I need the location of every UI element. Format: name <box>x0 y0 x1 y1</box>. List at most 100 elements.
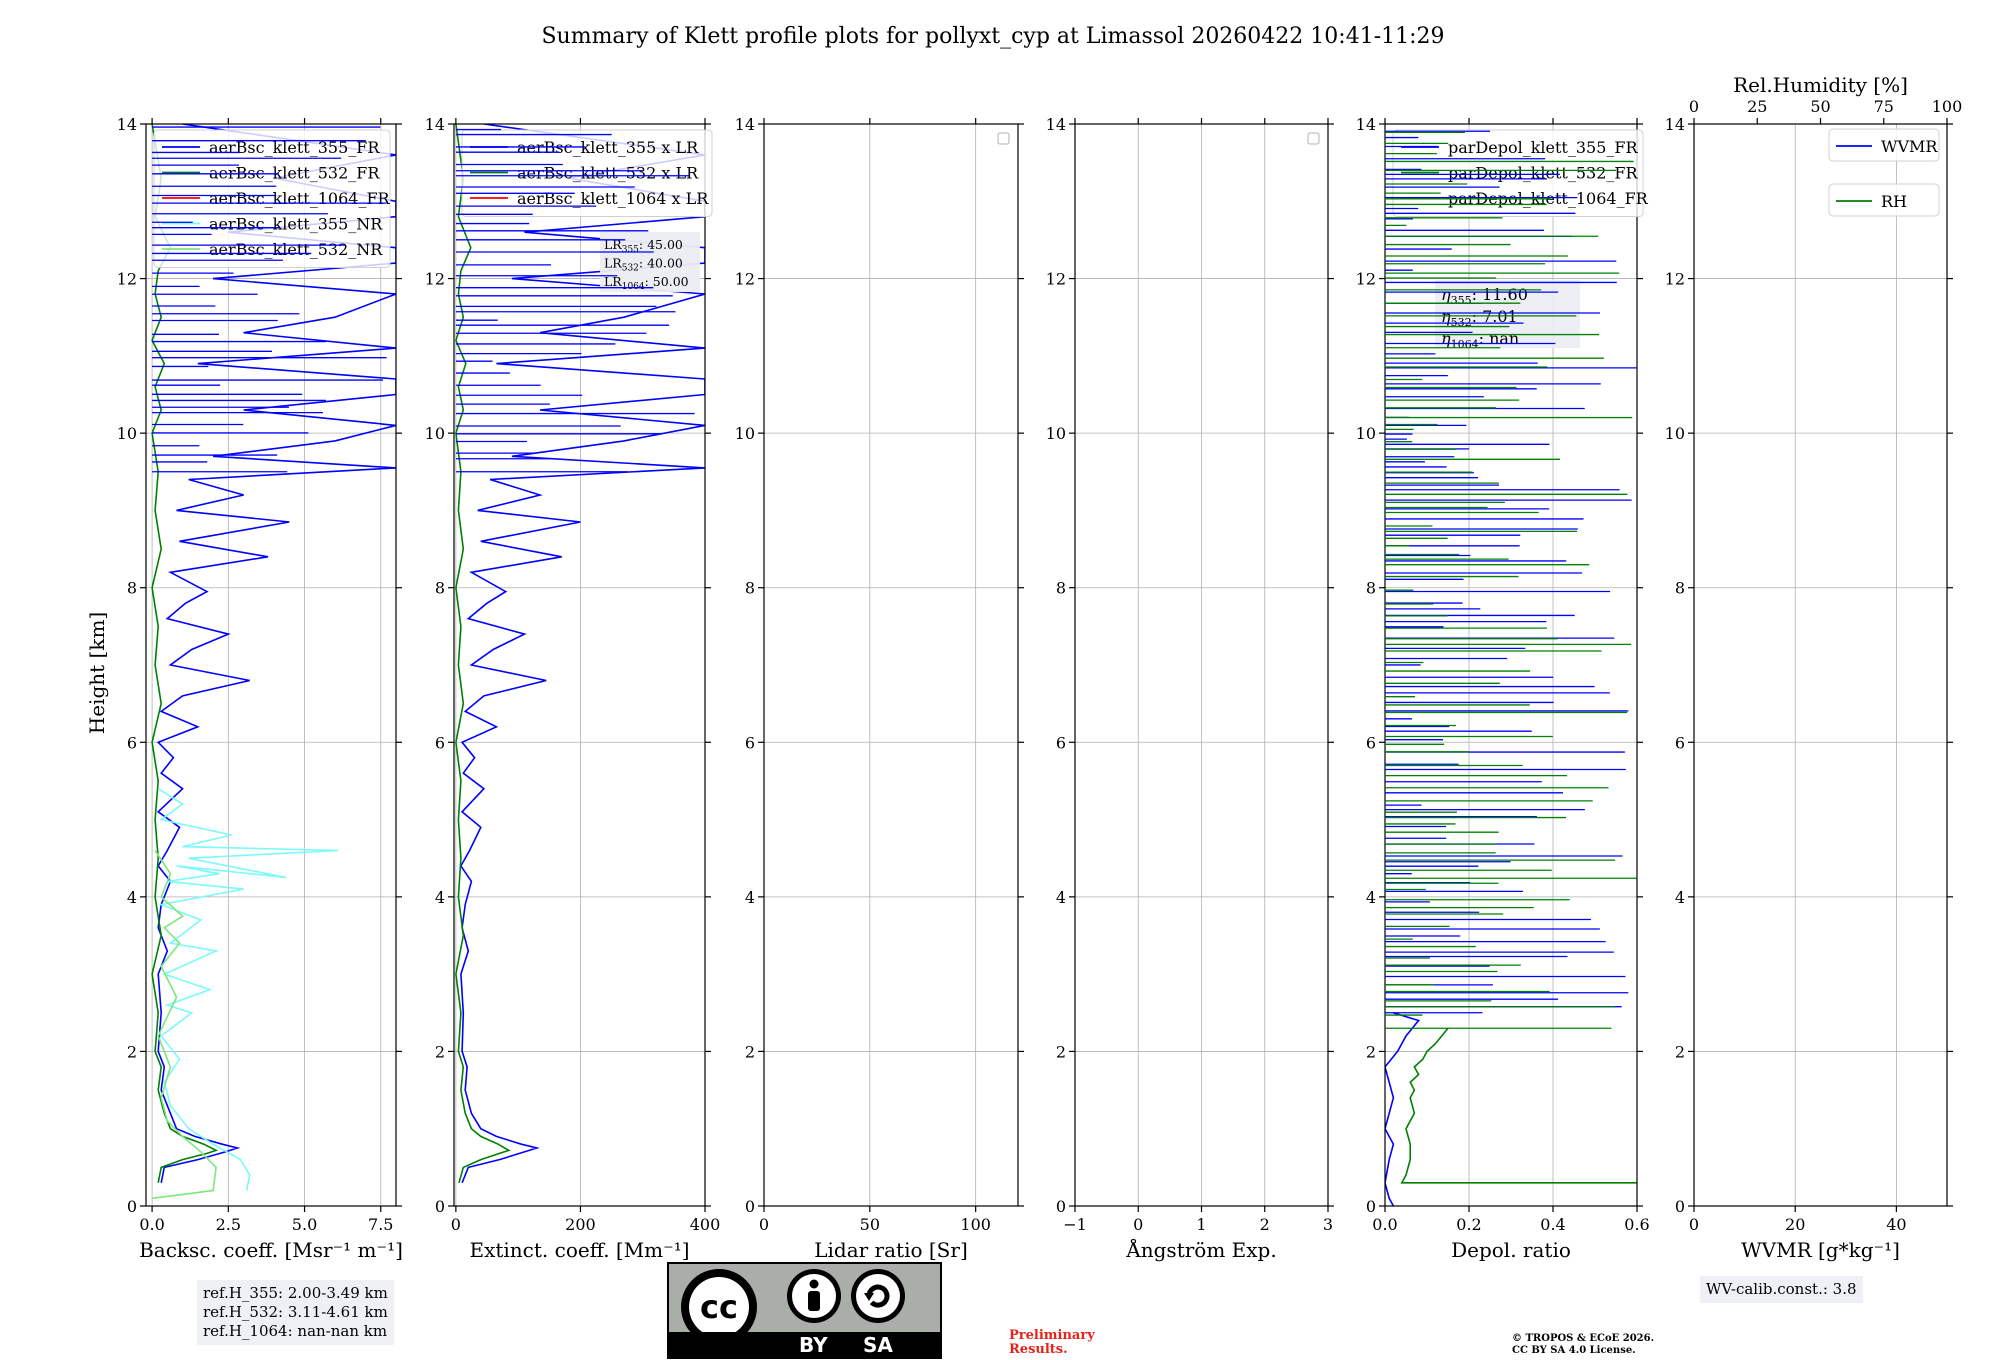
legend-label: aerBsc_klett_355_FR <box>209 138 380 157</box>
cc-sa-label: SA <box>863 1333 893 1357</box>
legend-label: aerBsc_klett_355_NR <box>209 215 383 234</box>
y-tick-label: 4 <box>745 888 755 907</box>
legend-label: aerBsc_klett_1064_FR <box>209 189 391 208</box>
y-tick-label: 12 <box>1665 270 1685 289</box>
y-tick-label: 0 <box>1056 1197 1066 1216</box>
preliminary-line-1: Preliminary <box>1009 1328 1095 1343</box>
y-tick-label: 6 <box>745 733 755 752</box>
x-tick-label: −1 <box>1063 1215 1087 1234</box>
figure-title: Summary of Klett profile plots for polly… <box>541 24 1444 49</box>
x-tick-label: 50 <box>860 1215 880 1234</box>
y-tick-label: 12 <box>1046 270 1066 289</box>
y-tick-label: 6 <box>1056 733 1066 752</box>
y-tick-label: 6 <box>435 733 445 752</box>
y-tick-label: 10 <box>1356 424 1376 443</box>
legend-box <box>1828 128 1940 162</box>
wv-calibration-box: WV-calib.const.: 3.8 <box>1700 1276 1863 1303</box>
x2-tick-label: 75 <box>1874 97 1894 116</box>
y-tick-label: 8 <box>745 579 755 598</box>
empty-legend-box <box>997 132 1010 145</box>
ref-height-355: ref.H_355: 2.00-3.49 km <box>203 1284 388 1302</box>
legend-box <box>1828 183 1940 217</box>
x-tick-label: 0 <box>1133 1215 1143 1234</box>
lidar-ratio-box <box>600 232 700 292</box>
axes-frame <box>763 123 1019 1207</box>
x-tick-label: 0.0 <box>1372 1215 1397 1234</box>
legend-label: WVMR <box>1881 137 1938 156</box>
legend-label: parDepol_klett_532_FR <box>1448 164 1639 183</box>
series-line-aerBsc_klett_355_NR <box>157 788 339 1191</box>
y-tick-label: 2 <box>1056 1042 1066 1061</box>
y-tick-label: 8 <box>1675 579 1685 598</box>
y-tick-label: 8 <box>127 579 137 598</box>
x-tick-label: 0.4 <box>1540 1215 1565 1234</box>
legend-label: aerBsc_klett_355 x LR <box>517 138 699 157</box>
axes-frame <box>1693 123 1948 1207</box>
x-tick-label: 0 <box>1689 1215 1699 1234</box>
y-tick-label: 14 <box>117 115 137 134</box>
legend-label: aerBsc_klett_532 x LR <box>517 164 699 183</box>
x2-axis-label: Rel.Humidity [%] <box>1733 73 1908 97</box>
x-axis-label: WVMR [g*kg⁻¹] <box>1741 1238 1900 1262</box>
legend-label: RH <box>1881 192 1907 211</box>
x2-tick-label: 0 <box>1689 97 1699 116</box>
x-tick-label: 3 <box>1323 1215 1333 1234</box>
eta-box <box>1435 280 1580 348</box>
lidar-ratio-label: LR1064: 50.00 <box>604 274 689 292</box>
y-axis-label: Height [km] <box>85 612 109 734</box>
series-line-aerBsc_klett_532 x LR <box>455 124 511 1184</box>
x-tick-label: 7.5 <box>368 1215 393 1234</box>
preliminary-line-2: Results. <box>1009 1342 1068 1357</box>
cc-icon-label: cc <box>700 1288 738 1326</box>
y-tick-label: 4 <box>1366 888 1376 907</box>
y-tick-label: 4 <box>435 888 445 907</box>
lidar-ratio-label: LR532: 40.00 <box>604 256 683 274</box>
x-tick-label: 5.0 <box>292 1215 317 1234</box>
legend-box <box>1392 129 1644 217</box>
y-tick-label: 12 <box>1356 270 1376 289</box>
y-tick-label: 8 <box>1056 579 1066 598</box>
series-line-parDepol_klett_355_FR <box>1385 1012 1420 1206</box>
y-tick-label: 8 <box>1366 579 1376 598</box>
y-tick-label: 12 <box>117 270 137 289</box>
series-line-aerBsc_klett_532_FR <box>151 124 219 1183</box>
lidar-ratio-label: LR355: 45.00 <box>604 237 683 255</box>
x-axis-label: Depol. ratio <box>1451 1238 1571 1262</box>
y-tick-label: 14 <box>1665 115 1685 134</box>
y-tick-label: 10 <box>735 424 755 443</box>
x-tick-label: 1 <box>1196 1215 1206 1234</box>
x-tick-label: 0.2 <box>1456 1215 1481 1234</box>
legend-box <box>153 129 391 268</box>
y-tick-label: 0 <box>1366 1197 1376 1216</box>
y-tick-label: 0 <box>127 1197 137 1216</box>
y-tick-label: 10 <box>1665 424 1685 443</box>
y-tick-label: 0 <box>435 1197 445 1216</box>
y-tick-label: 6 <box>1675 733 1685 752</box>
legend-label: aerBsc_klett_532_FR <box>209 164 380 183</box>
x-tick-label: 100 <box>960 1215 991 1234</box>
y-tick-label: 6 <box>127 733 137 752</box>
x-tick-label: 0 <box>759 1215 769 1234</box>
y-tick-label: 12 <box>735 270 755 289</box>
y-tick-label: 4 <box>1056 888 1066 907</box>
ref-height-532: ref.H_532: 3.11-4.61 km <box>203 1303 388 1321</box>
series-line-aerBsc_klett_355_FR <box>156 124 396 1183</box>
legend-label: parDepol_klett_355_FR <box>1448 138 1639 157</box>
x-tick-label: 0 <box>451 1215 461 1234</box>
y-tick-label: 6 <box>1366 733 1376 752</box>
by-person-icon <box>787 1269 841 1323</box>
x-tick-label: 0.6 <box>1624 1215 1649 1234</box>
reference-heights-box: ref.H_355: 2.00-3.49 km ref.H_532: 3.11-… <box>197 1280 394 1345</box>
y-tick-label: 10 <box>1046 424 1066 443</box>
x-tick-label: 2 <box>1260 1215 1270 1234</box>
y-tick-label: 8 <box>435 579 445 598</box>
copyright-line-2: CC BY SA 4.0 License. <box>1512 1345 1636 1356</box>
x-tick-label: 2.5 <box>216 1215 241 1234</box>
x2-tick-label: 50 <box>1810 97 1830 116</box>
empty-legend-box <box>1307 132 1320 145</box>
x2-tick-label: 25 <box>1747 97 1767 116</box>
x2-tick-label: 100 <box>1932 97 1963 116</box>
noise-lines-depolarization <box>1385 130 1637 1014</box>
